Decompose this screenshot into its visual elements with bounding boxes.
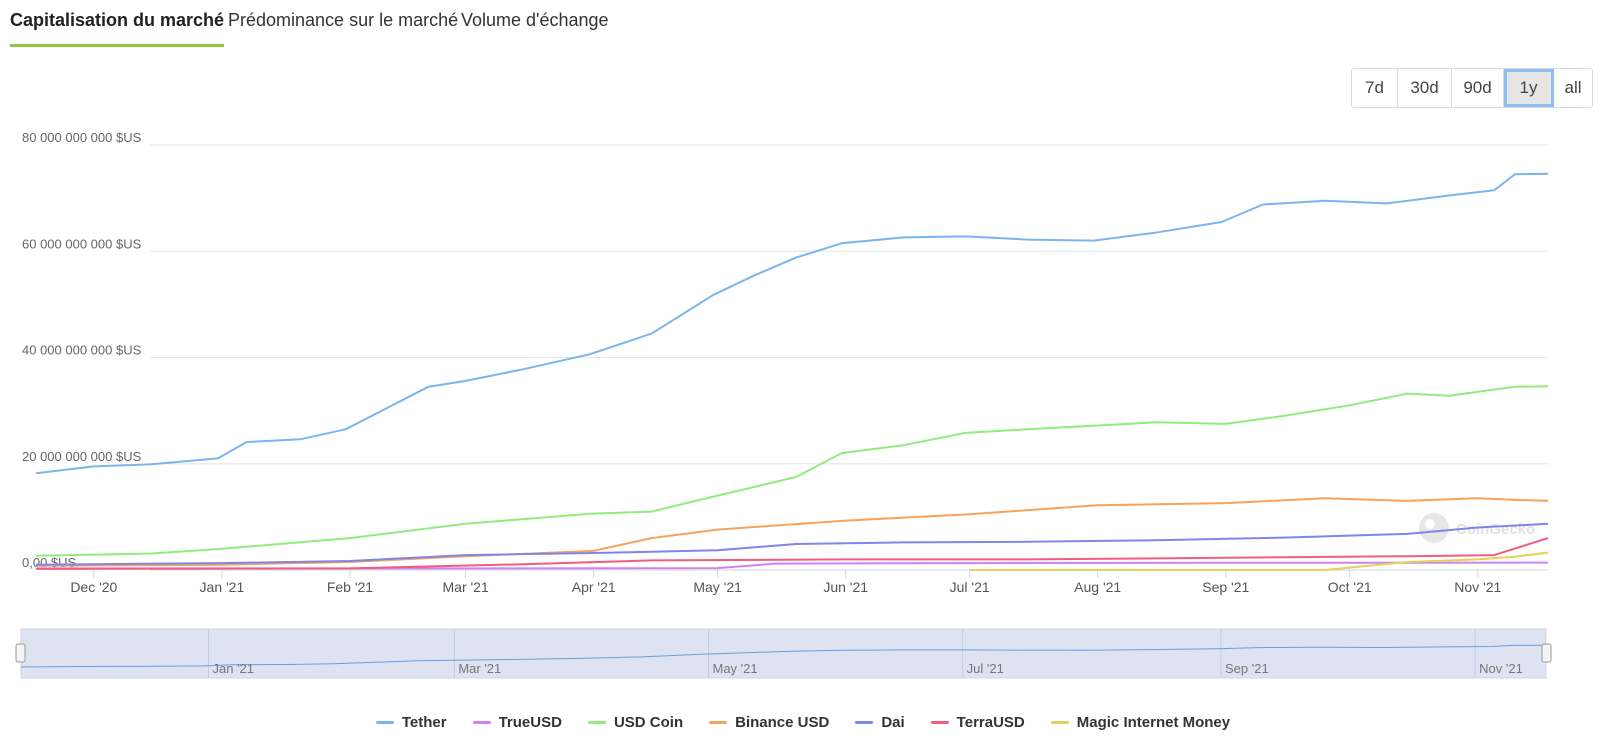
watermark-text: CoinGecko (1456, 521, 1535, 538)
legend-swatch (855, 721, 874, 724)
legend-item-usd-coin[interactable]: USD Coin (587, 714, 684, 731)
chart-legend: Tether TrueUSD USD Coin Binance USD Dai Terra… (0, 714, 1606, 731)
x-tick-label: May '21 (693, 579, 742, 595)
range-1y-button[interactable]: 1y (1504, 69, 1554, 107)
navigator-right-handle[interactable] (1541, 643, 1552, 663)
navigator-selection[interactable] (20, 628, 1547, 679)
legend-item-terrausd[interactable]: TerraUSD (930, 714, 1025, 731)
legend-swatch (930, 721, 949, 724)
legend-swatch (709, 721, 728, 724)
legend-swatch (472, 721, 491, 724)
grid-lines (150, 144, 1548, 571)
range-30d-button[interactable]: 30d (1398, 69, 1452, 107)
legend-label: Tether (401, 714, 447, 731)
chart-tabs: Capitalisation du marché Prédominance su… (0, 0, 900, 48)
series-lines (35, 172, 1549, 571)
legend-label: Magic Internet Money (1076, 714, 1231, 731)
navigator-line (20, 644, 1547, 668)
navigator-label: Nov '21 (1479, 661, 1523, 676)
x-tick-label: Apr '21 (572, 579, 616, 595)
x-tick-label: Jul '21 (950, 579, 990, 595)
range-all-button[interactable]: all (1564, 78, 1582, 97)
legend-label: USD Coin (613, 714, 684, 731)
x-tick-label: Dec '20 (70, 579, 117, 595)
legend-item-magic-internet-money[interactable]: Magic Internet Money (1050, 714, 1231, 731)
x-tick-label: Feb '21 (327, 579, 373, 595)
legend-swatch (1050, 721, 1069, 724)
legend-item-dai[interactable]: Dai (855, 714, 905, 731)
navigator-labels: Jan '21 Mar '21 May '21 Jul '21 Sep '21 Nov '… (213, 661, 1523, 676)
tab-market-dominance[interactable]: Prédominance sur le marché (228, 10, 459, 30)
legend-item-trueusd[interactable]: TrueUSD (472, 714, 562, 731)
series-line-binance-usd (35, 497, 1549, 567)
coingecko-logo-icon (1419, 513, 1449, 543)
navigator-label: Jul '21 (967, 661, 1004, 676)
legend-swatch (587, 721, 606, 724)
coingecko-logo-eye (1425, 519, 1435, 529)
legend-label: TrueUSD (498, 714, 562, 731)
x-tick-label: Sep '21 (1202, 579, 1249, 595)
navigator-left-handle[interactable] (15, 643, 26, 663)
series-line-tether (35, 172, 1549, 475)
x-tick-label: Jun '21 (823, 579, 868, 595)
range-90d-button[interactable]: 90d (1452, 69, 1504, 107)
legend-label: Dai (881, 714, 905, 731)
y-tick-label: 40 000 000 000 $US (22, 343, 142, 358)
legend-label: Binance USD (735, 714, 830, 731)
navigator-label: Mar '21 (458, 661, 501, 676)
active-tab-indicator (10, 44, 224, 47)
y-tick-label: 80 000 000 000 $US (22, 130, 142, 145)
tab-market-cap[interactable]: Capitalisation du marché (10, 10, 225, 30)
y-tick-label: 60 000 000 000 $US (22, 236, 142, 251)
x-tick-label: Nov '21 (1454, 579, 1501, 595)
navigator-label: Sep '21 (1225, 661, 1269, 676)
x-tick-label: Mar '21 (443, 579, 489, 595)
legend-swatch (375, 721, 394, 724)
time-range-selector: 7d 30d 90d 1y all (1351, 68, 1593, 108)
series-line-dai (35, 522, 1549, 566)
series-line-terrausd (35, 537, 1549, 570)
y-tick-label: 20 000 000 000 $US (22, 449, 142, 464)
navigator[interactable]: Jan '21 Mar '21 May '21 Jul '21 Sep '21 Nov '… (15, 628, 1552, 679)
series-line-magic-internet-money (969, 551, 1549, 571)
legend-label: TerraUSD (956, 714, 1025, 731)
navigator-label: Jan '21 (213, 661, 255, 676)
legend-item-tether[interactable]: Tether (375, 714, 447, 731)
navigator-grid (208, 629, 1476, 678)
x-tick-label: Jan '21 (200, 579, 245, 595)
x-axis-labels: Dec '20 Jan '21 Feb '21 Mar '21 Apr '21 May '… (70, 570, 1502, 595)
series-line-trueusd (36, 561, 1549, 570)
range-7d-button[interactable]: 7d (1352, 69, 1398, 107)
series-line-usd-coin (35, 385, 1549, 557)
tab-trading-volume[interactable]: Volume d'échange (461, 10, 609, 30)
x-tick-label: Aug '21 (1074, 579, 1121, 595)
legend-item-binance-usd[interactable]: Binance USD (709, 714, 829, 731)
x-tick-label: Oct '21 (1328, 579, 1372, 595)
navigator-label: May '21 (713, 661, 758, 676)
